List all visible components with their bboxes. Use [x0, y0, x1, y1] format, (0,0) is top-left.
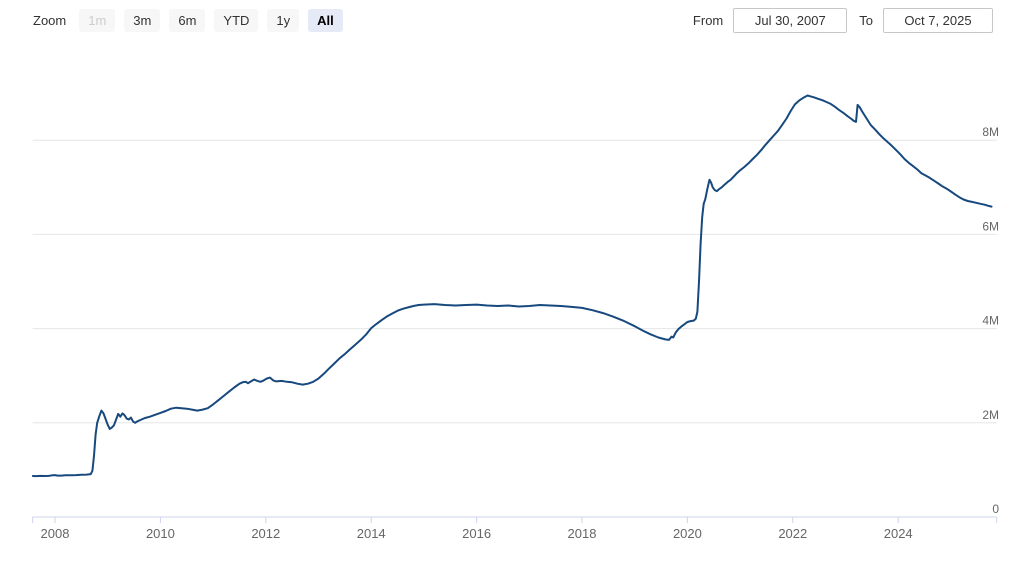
x-axis-label: 2020: [673, 526, 702, 541]
zoom-button-all[interactable]: All: [308, 8, 343, 32]
x-axis-label: 2008: [41, 526, 70, 541]
y-axis-label: 6M: [982, 219, 999, 233]
x-axis-label: 2010: [146, 526, 175, 541]
to-date-input[interactable]: [883, 7, 993, 33]
x-axis-label: 2014: [357, 526, 386, 541]
zoom-button-1m: 1m: [79, 8, 116, 32]
x-axis-label: 2024: [884, 526, 913, 541]
date-range-controls: From To: [692, 7, 993, 33]
from-date-input[interactable]: [733, 7, 848, 33]
from-label: From: [692, 12, 724, 28]
x-axis-label: 2018: [568, 526, 597, 541]
series-line: [31, 94, 993, 478]
y-axis-label: 4M: [982, 314, 999, 328]
chart-toolbar: Zoom 1m 3m 6m YTD 1y All From To: [33, 7, 993, 33]
zoom-button-3m[interactable]: 3m: [124, 8, 161, 32]
to-label: To: [859, 12, 873, 28]
x-axis-label: 2022: [778, 526, 807, 541]
x-axis-label: 2012: [251, 526, 280, 541]
zoom-label: Zoom: [33, 12, 67, 28]
zoom-button-6m[interactable]: 6m: [169, 8, 206, 32]
y-axis-label: 2M: [982, 408, 999, 422]
y-axis-label: 8M: [982, 125, 999, 139]
y-axis-label: 0: [992, 502, 999, 516]
zoom-button-ytd[interactable]: YTD: [214, 8, 259, 32]
x-axis-label: 2016: [462, 526, 491, 541]
zoom-button-1y[interactable]: 1y: [267, 8, 300, 32]
zoom-button-group: 1m 3m 6m YTD 1y All: [79, 8, 352, 32]
